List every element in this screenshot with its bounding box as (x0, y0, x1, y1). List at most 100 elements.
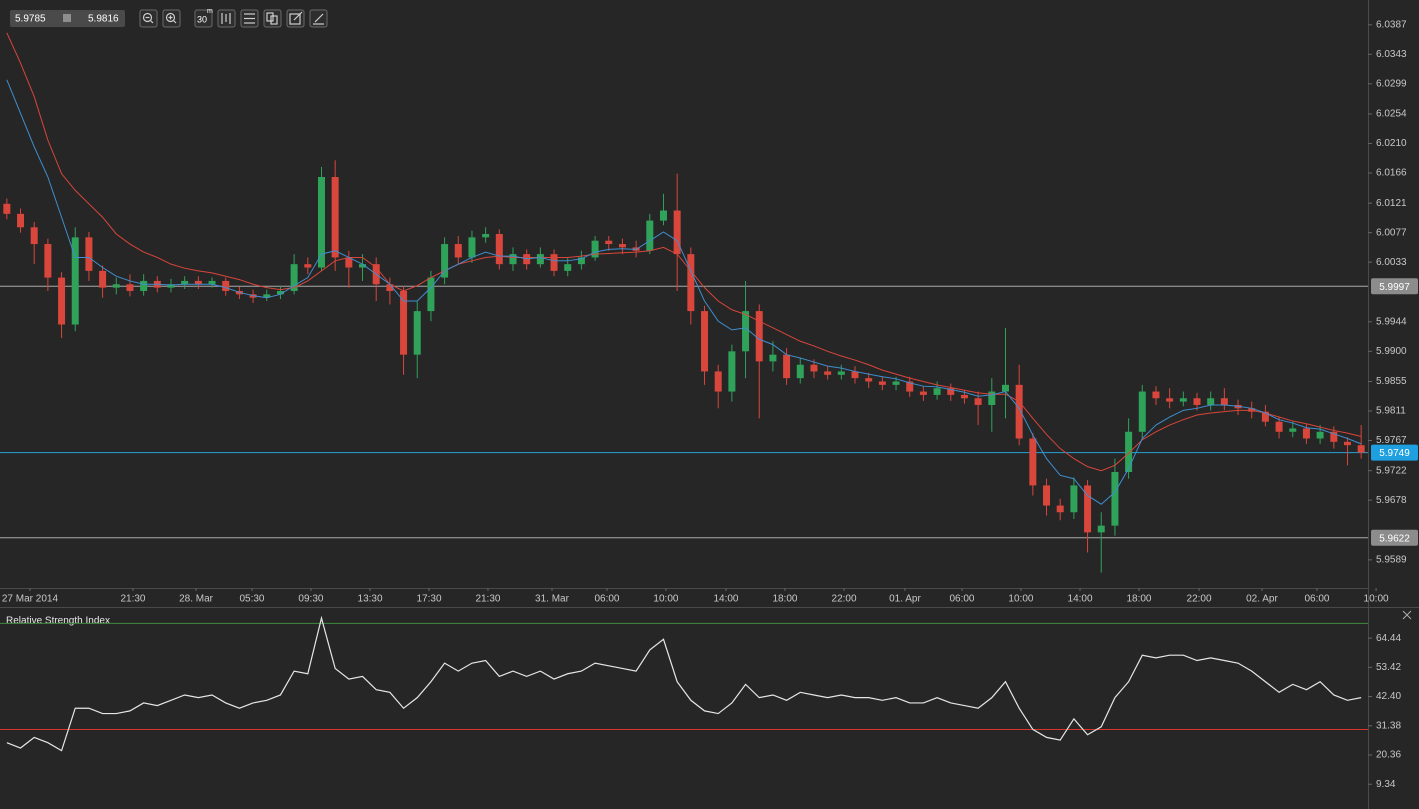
bid-price: 5.9785 (15, 14, 46, 25)
x-tick-label: 22:00 (832, 594, 857, 605)
y-tick-label: 6.0387 (1376, 19, 1407, 30)
y-tick-label: 6.0254 (1376, 109, 1407, 120)
y-tick-label: 6.0166 (1376, 168, 1407, 179)
timeframe-unit: m (207, 8, 213, 15)
candle-body (263, 294, 271, 298)
x-tick-label: 21:30 (475, 594, 500, 605)
draw-button[interactable] (286, 9, 305, 28)
timeframe-button[interactable]: 30 m (194, 8, 213, 28)
y-tick-label: 42.40 (1376, 691, 1401, 702)
y-tick-label: 6.0299 (1376, 78, 1407, 89)
candle-body (317, 177, 325, 268)
ask-price: 5.9816 (88, 14, 119, 25)
candle-body (591, 240, 599, 258)
candle-body (865, 378, 873, 382)
candle-body (1193, 398, 1201, 405)
candle-body (824, 371, 832, 375)
candle-body (58, 277, 66, 325)
spread-icon (63, 14, 71, 22)
candle-body (577, 257, 585, 265)
candle-body (1070, 485, 1078, 513)
moving-average (6, 32, 1362, 472)
y-tick-label: 6.0343 (1376, 49, 1407, 60)
candle-body (140, 280, 148, 291)
x-tick-label: 09:30 (298, 594, 323, 605)
candle-body (1015, 384, 1023, 439)
candle-body (673, 210, 681, 255)
candle-body (468, 237, 476, 258)
x-tick-label: 01. Apr (889, 594, 921, 605)
candle-body (345, 257, 353, 268)
candle-body (646, 220, 654, 251)
candle-body (659, 210, 667, 221)
candle-body (536, 254, 544, 265)
candle-body (30, 227, 38, 245)
candle-body (1343, 441, 1351, 446)
candle-body (126, 284, 134, 291)
candle-body (1097, 525, 1105, 533)
chart-type-button[interactable] (217, 9, 236, 28)
candle-body (550, 254, 558, 271)
x-tick-label: 22:00 (1187, 594, 1212, 605)
candle-body (701, 311, 709, 372)
candle-body (796, 364, 804, 379)
close-indicator-button[interactable] (1402, 610, 1412, 620)
x-tick-label: 14:00 (713, 594, 738, 605)
candle-body (618, 244, 626, 248)
toolbar: 5.9785 5.9816 30 m (10, 8, 328, 28)
zoom-in-button[interactable] (162, 9, 181, 28)
candle-body (1207, 398, 1215, 405)
candle-body (386, 284, 394, 291)
candle-body (208, 280, 216, 285)
x-tick-label: 18:00 (1126, 594, 1151, 605)
candle-body (222, 280, 230, 291)
candle-body (1029, 438, 1037, 486)
candle-body (454, 244, 462, 258)
candle-body (1001, 384, 1009, 392)
moving-average (6, 79, 1362, 505)
x-tick-label: 21:30 (120, 594, 145, 605)
candle-body (400, 290, 408, 355)
candle-body (906, 381, 914, 392)
compare-button[interactable] (263, 9, 282, 28)
y-tick-label: 5.9900 (1376, 346, 1407, 357)
candle-body (783, 354, 791, 379)
price-line-label-bg (1371, 529, 1418, 546)
x-tick-label: 06:00 (1304, 594, 1329, 605)
erase-button[interactable] (309, 9, 328, 28)
candle-body (810, 364, 818, 372)
candle-body (194, 280, 202, 285)
y-tick-label: 64.44 (1376, 633, 1401, 644)
candle-body (304, 264, 312, 268)
candle-body (960, 394, 968, 399)
x-tick-label: 06:00 (594, 594, 619, 605)
y-tick-label: 5.9678 (1376, 495, 1407, 506)
candle-body (112, 284, 120, 288)
x-tick-label: 27 Mar 2014 (2, 594, 59, 605)
price-line-label: 5.9997 (1379, 282, 1410, 293)
x-tick-label: 10:00 (1364, 594, 1389, 605)
price-line-label-bg (1371, 278, 1418, 295)
x-tick-label: 17:30 (416, 594, 441, 605)
indicators-button[interactable] (240, 9, 259, 28)
candle-body (427, 277, 435, 312)
rsi-line (6, 615, 1362, 752)
candle-body (687, 254, 695, 312)
y-tick-label: 31.38 (1376, 720, 1401, 731)
candle-body (1111, 472, 1119, 526)
candle-body (564, 264, 572, 271)
y-tick-label: 53.42 (1376, 662, 1401, 673)
candle-body (3, 203, 11, 214)
candle-body (331, 177, 339, 258)
candle-body (1275, 421, 1283, 432)
candle-body (17, 213, 25, 228)
zoom-out-button[interactable] (139, 9, 158, 28)
candle-body (1261, 411, 1269, 422)
candle-body (974, 398, 982, 405)
price-line-label: 5.9749 (1379, 448, 1410, 459)
y-tick-label: 5.9855 (1376, 376, 1407, 387)
candle-body (482, 233, 490, 238)
